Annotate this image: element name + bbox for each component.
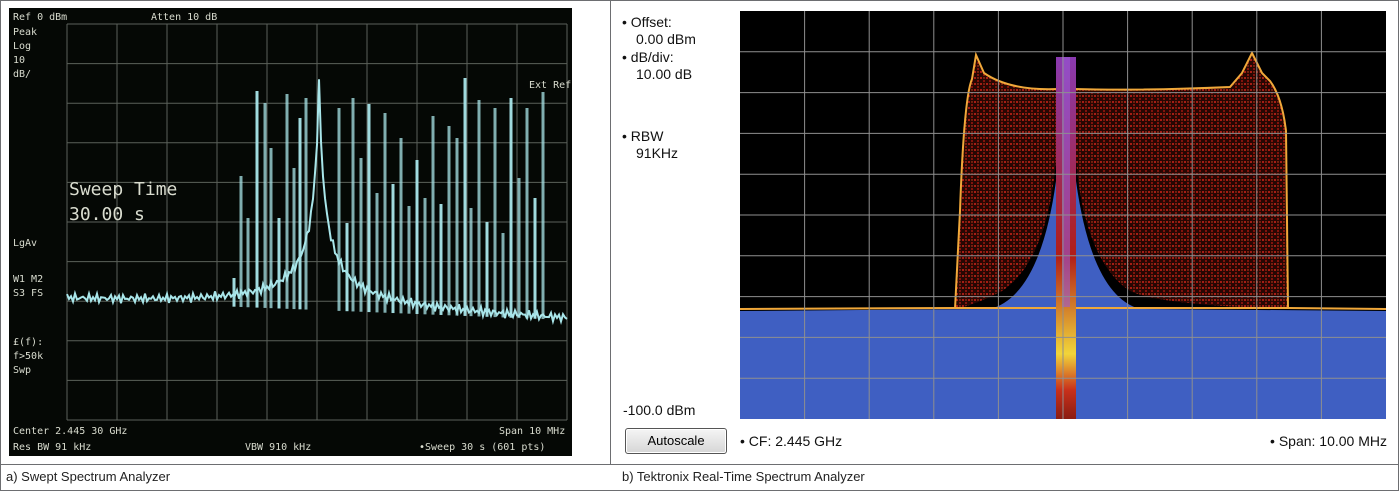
swept-spike <box>367 104 371 313</box>
side-label-lgav: LgAv <box>13 238 37 249</box>
swept-spike <box>469 208 473 317</box>
caption-rta: b) Tektronix Real-Time Spectrum Analyzer <box>622 469 865 484</box>
swept-spike <box>298 118 302 310</box>
ref-level-label: Ref 0 dBm <box>13 12 67 23</box>
swept-spike <box>407 206 411 314</box>
swept-spike <box>269 148 273 309</box>
swept-spike <box>239 176 243 307</box>
swept-noise-trace <box>66 79 568 326</box>
side-label-peak: Peak <box>13 27 37 38</box>
autoscale-button[interactable]: Autoscale <box>625 428 727 454</box>
swept-spike <box>485 222 489 317</box>
res-bw-label: Res BW 91 kHz <box>13 442 91 453</box>
swept-spike <box>533 198 537 319</box>
rbw-label: • RBW <box>622 128 664 144</box>
center-freq-label: Center 2.445 30 GHz <box>13 426 127 437</box>
swept-spike <box>263 103 267 308</box>
swept-analyzer-display: Ref 0 dBm Atten 10 dB Peak Log 10 dB/ Lg… <box>13 12 571 453</box>
swept-spike <box>285 94 289 309</box>
swept-spike <box>345 223 349 312</box>
swept-spike <box>517 178 521 319</box>
rta-grid <box>740 11 1386 419</box>
swept-spike <box>255 91 259 308</box>
span-label-b: • Span: 10.00 MHz <box>1270 433 1387 449</box>
swept-spike <box>477 100 481 317</box>
side-label-10: 10 <box>13 55 25 66</box>
swept-spike <box>447 126 451 316</box>
swept-spike <box>337 108 341 311</box>
caption-swept: a) Swept Spectrum Analyzer <box>6 469 171 484</box>
swept-spike <box>541 92 545 320</box>
side-label-f50k: f>50k <box>13 351 43 362</box>
swept-spike <box>391 184 395 314</box>
offset-value: 0.00 dBm <box>636 31 696 47</box>
swept-spike <box>431 116 435 315</box>
ref-bottom-label: -100.0 dBm <box>623 402 696 418</box>
rta-floor-trace <box>740 307 1386 310</box>
swept-spike <box>359 158 363 312</box>
caption-divider <box>0 464 1399 465</box>
side-label-ff: £(f): <box>13 337 43 348</box>
rbw-value: 91KHz <box>636 145 679 161</box>
swept-spike <box>351 98 355 312</box>
side-label-swp: Swp <box>13 365 31 376</box>
sweep-time-value: 30.00 s <box>69 204 145 225</box>
swept-spike <box>493 108 497 318</box>
swept-spike <box>383 113 387 313</box>
sweep-time-label: Sweep Time <box>69 179 177 200</box>
rta-center-highlight <box>1062 57 1070 307</box>
swept-spike <box>415 160 419 314</box>
swept-spike <box>246 218 250 308</box>
offset-label: • Offset: <box>622 14 672 30</box>
ext-ref-label: Ext Ref <box>529 80 571 91</box>
vbw-label: VBW 910 kHz <box>245 442 311 453</box>
center-frequency-label: • CF: 2.445 GHz <box>740 433 843 449</box>
swept-spike <box>277 218 281 309</box>
dbdiv-label: • dB/div: <box>622 49 674 65</box>
swept-spike <box>525 108 529 319</box>
swept-spike <box>501 233 505 318</box>
swept-spike <box>439 204 443 315</box>
swept-spike <box>375 193 379 313</box>
swept-analyzer-screen: Ref 0 dBm Atten 10 dB Peak Log 10 dB/ Lg… <box>9 8 572 456</box>
swept-spike <box>463 78 467 316</box>
rta-screen <box>740 11 1386 419</box>
side-label-log: Log <box>13 41 31 52</box>
swept-grid <box>66 23 568 421</box>
swept-trace <box>66 78 568 326</box>
span-label-a: Span 10 MHz <box>499 426 565 437</box>
swept-spike <box>292 168 296 310</box>
swept-spike <box>455 138 459 316</box>
sweep-label: •Sweep 30 s (601 pts) <box>419 442 545 453</box>
side-label-w1m2: W1 M2 <box>13 274 43 285</box>
dbdiv-value: 10.00 dB <box>636 66 693 82</box>
swept-spike <box>423 198 427 315</box>
rta-density-band <box>955 53 1288 309</box>
swept-spike <box>399 138 403 314</box>
side-label-s3fs: S3 FS <box>13 288 43 299</box>
panel-divider <box>610 0 611 465</box>
swept-spike <box>509 98 513 318</box>
swept-spike <box>304 98 308 310</box>
side-label-dbdiv: dB/ <box>13 69 31 80</box>
swept-spike <box>232 278 236 307</box>
rta-display <box>740 11 1386 419</box>
attenuation-label: Atten 10 dB <box>151 12 217 23</box>
